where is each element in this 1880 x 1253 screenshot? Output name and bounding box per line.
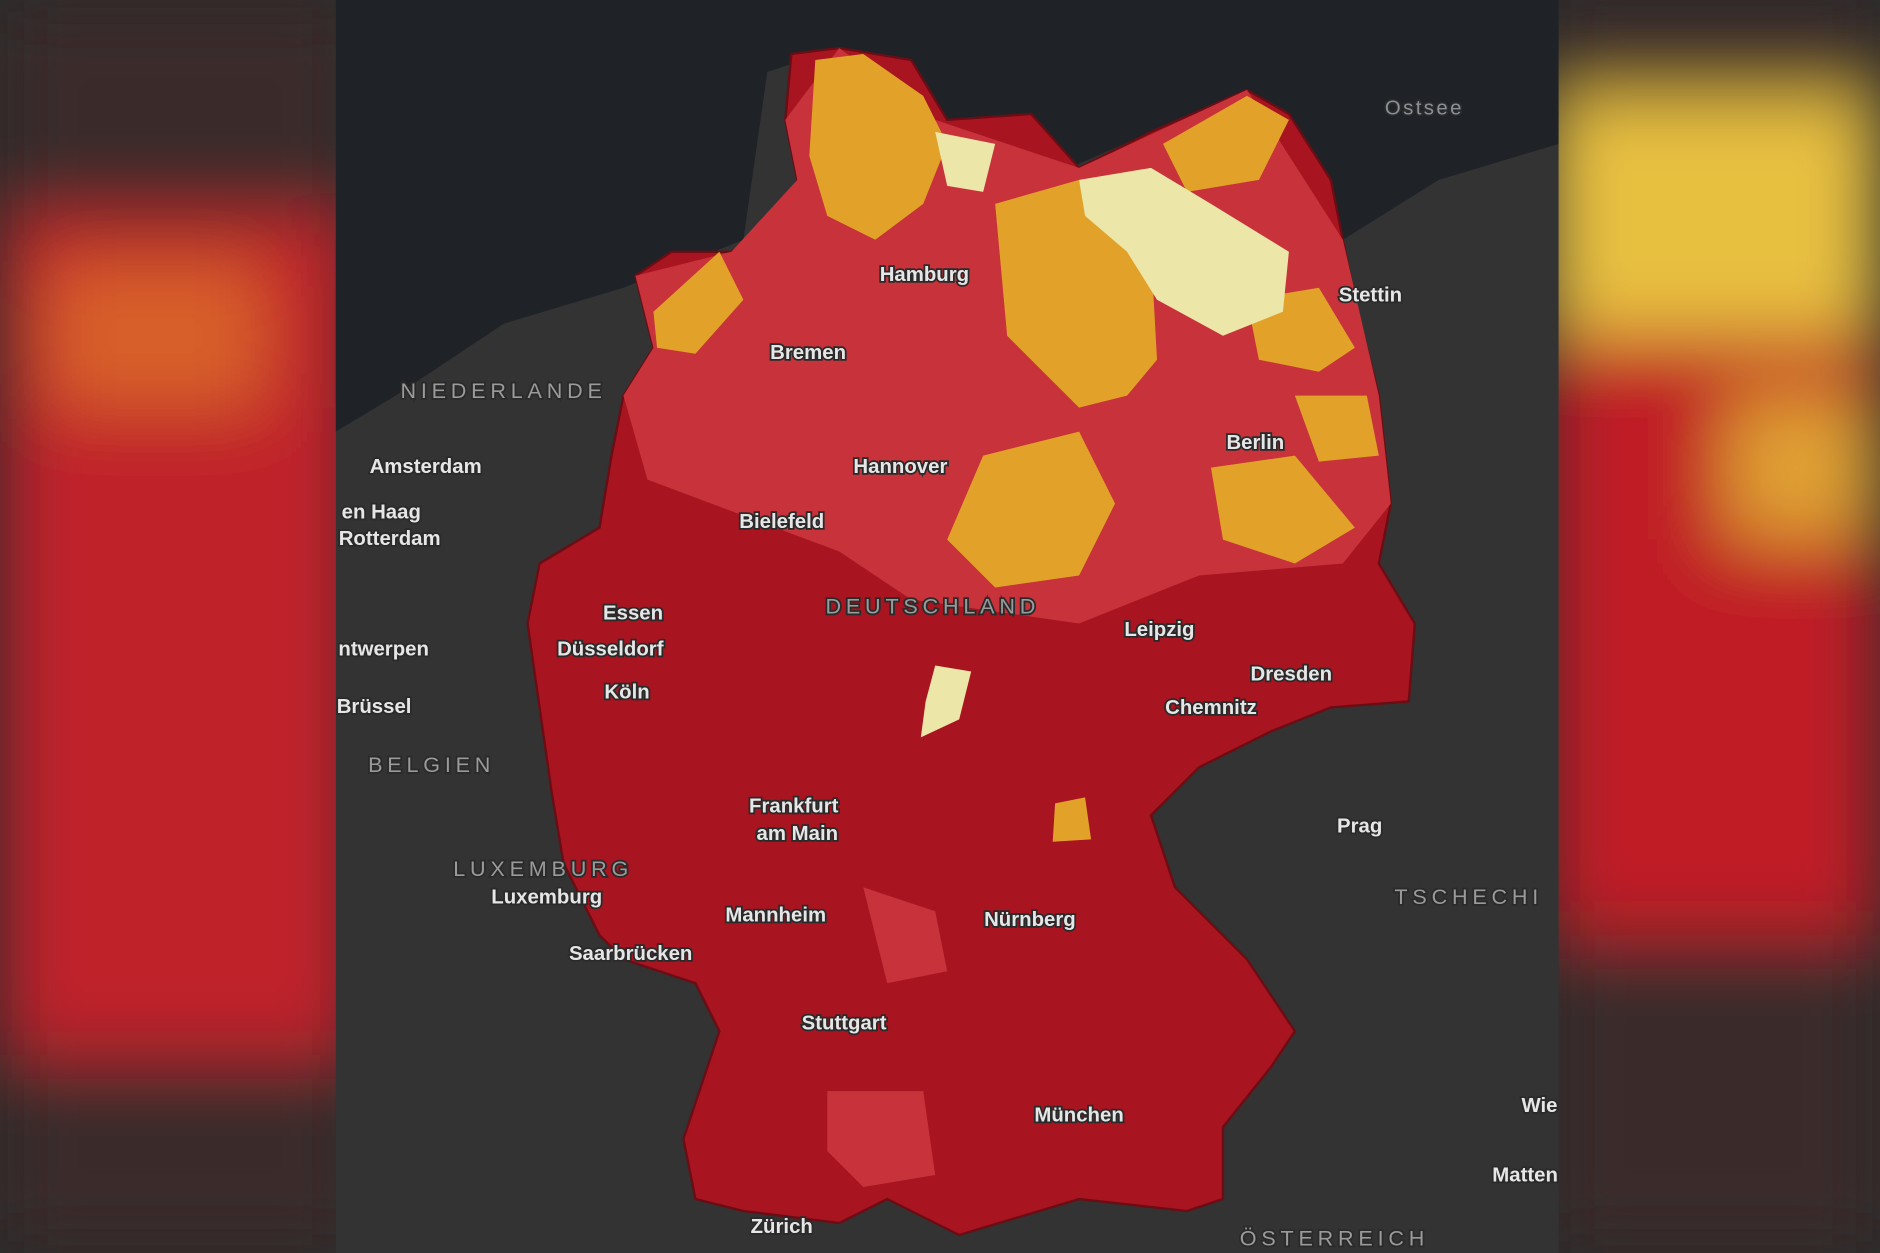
city-label: Essen bbox=[603, 602, 663, 624]
region-label: TSCHECHI bbox=[1394, 884, 1543, 909]
city-label: Stettin bbox=[1339, 285, 1402, 307]
region-label: LUXEMBURG bbox=[453, 856, 633, 881]
blurred-side-left bbox=[0, 0, 360, 1253]
region-light-red bbox=[827, 1091, 936, 1188]
city-label: Prag bbox=[1337, 816, 1382, 838]
region-orange bbox=[947, 431, 1116, 588]
city-label: Luxemburg bbox=[491, 886, 602, 908]
city-label: Hannover bbox=[853, 456, 947, 478]
region-label: NIEDERLANDE bbox=[400, 378, 606, 403]
city-label: Stuttgart bbox=[802, 1012, 887, 1034]
city-label: Chemnitz bbox=[1165, 697, 1257, 719]
region-pale bbox=[920, 665, 972, 738]
region-orange bbox=[653, 251, 744, 354]
map-labels: Ostsee NIEDERLANDE Amsterdam en Haag Rotterd… bbox=[336, 96, 1559, 1253]
region-orange bbox=[1163, 95, 1289, 192]
city-label: am Main bbox=[757, 823, 839, 845]
region-label: Ostsee bbox=[1385, 98, 1464, 120]
region-label: DEUTSCHLAND bbox=[825, 594, 1040, 619]
city-label: Saarbrücken bbox=[569, 943, 692, 965]
region-pale bbox=[1079, 167, 1289, 336]
region-orange bbox=[809, 53, 948, 240]
city-label: Rotterdam bbox=[339, 528, 441, 550]
city-label: München bbox=[1034, 1105, 1123, 1127]
city-label: Matten bbox=[1492, 1165, 1558, 1187]
city-label: Köln bbox=[604, 681, 649, 703]
region-orange bbox=[1052, 797, 1092, 842]
city-label: Berlin bbox=[1226, 432, 1284, 454]
city-label: ntwerpen bbox=[338, 638, 429, 660]
city-label: en Haag bbox=[342, 502, 421, 524]
blurred-side-right bbox=[1546, 0, 1880, 1253]
region-label: ÖSTERREICH bbox=[1240, 1226, 1429, 1251]
region-pale bbox=[935, 131, 996, 192]
city-label: Brüssel bbox=[337, 696, 412, 718]
city-label: Mannheim bbox=[725, 904, 826, 926]
city-label: Amsterdam bbox=[370, 456, 482, 478]
map-area: Ostsee NIEDERLANDE Amsterdam en Haag Rotterd… bbox=[335, 0, 1559, 1253]
city-label: Wie bbox=[1521, 1095, 1557, 1117]
region-orange bbox=[1294, 395, 1379, 462]
city-label: Nürnberg bbox=[984, 909, 1076, 931]
city-label: Frankfurt bbox=[749, 795, 839, 817]
region-label: BELGIEN bbox=[368, 752, 495, 777]
region-orange bbox=[1210, 455, 1355, 564]
city-label: Zürich bbox=[751, 1216, 813, 1238]
city-label: Düsseldorf bbox=[557, 638, 664, 660]
city-label: Leipzig bbox=[1124, 619, 1194, 641]
region-light-red bbox=[863, 887, 948, 984]
city-label: Dresden bbox=[1251, 663, 1333, 685]
city-label: Bielefeld bbox=[739, 511, 824, 533]
city-label: Hamburg bbox=[880, 264, 969, 286]
city-label: Bremen bbox=[770, 342, 846, 364]
